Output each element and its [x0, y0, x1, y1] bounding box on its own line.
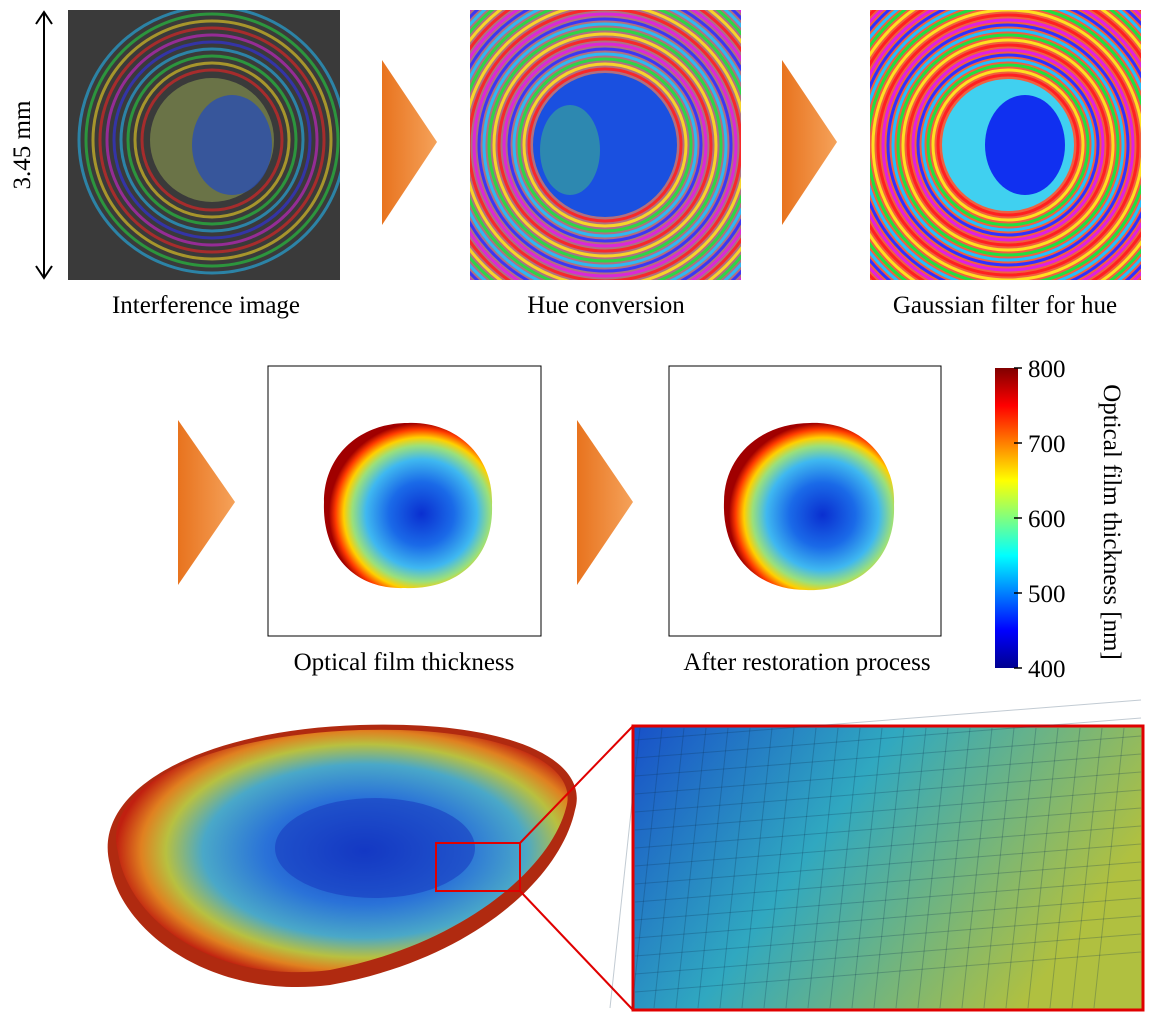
- arrow: [577, 420, 633, 585]
- page: {"panels": [ {"caption": "Interference i…: [0, 0, 1152, 1016]
- restored-map: [724, 423, 894, 590]
- colorbar-tick-label: 800: [1028, 356, 1066, 383]
- caption: Hue conversion: [527, 292, 685, 319]
- caption: Gaussian filter for hue: [893, 292, 1117, 319]
- arrow: [178, 420, 235, 585]
- film-map: [324, 423, 492, 588]
- scale-bar: [36, 12, 52, 278]
- colorbar-tick-label: 600: [1028, 506, 1066, 533]
- gaussian-hue-image: [813, 0, 1152, 340]
- figure: 3.45 mm 400 500 600 700 800 Optical film thi…: [0, 0, 1152, 1016]
- hue-image: [414, 0, 796, 336]
- caption: After restoration process: [683, 649, 930, 676]
- colorbar-label: Optical film thickness [nm]: [1098, 384, 1125, 660]
- surface-3d: [108, 725, 577, 987]
- colorbar-tick-label: 400: [1028, 656, 1066, 683]
- scale-label: 3.45 mm: [9, 100, 36, 189]
- interference-image: [68, 7, 345, 280]
- arrow: [782, 60, 837, 225]
- colorbar-tick-label: 500: [1028, 581, 1066, 608]
- arrow: [382, 60, 437, 225]
- colorbar-tick-label: 700: [1028, 431, 1066, 458]
- caption: Interference image: [112, 292, 300, 319]
- caption: Optical film thickness: [294, 649, 515, 676]
